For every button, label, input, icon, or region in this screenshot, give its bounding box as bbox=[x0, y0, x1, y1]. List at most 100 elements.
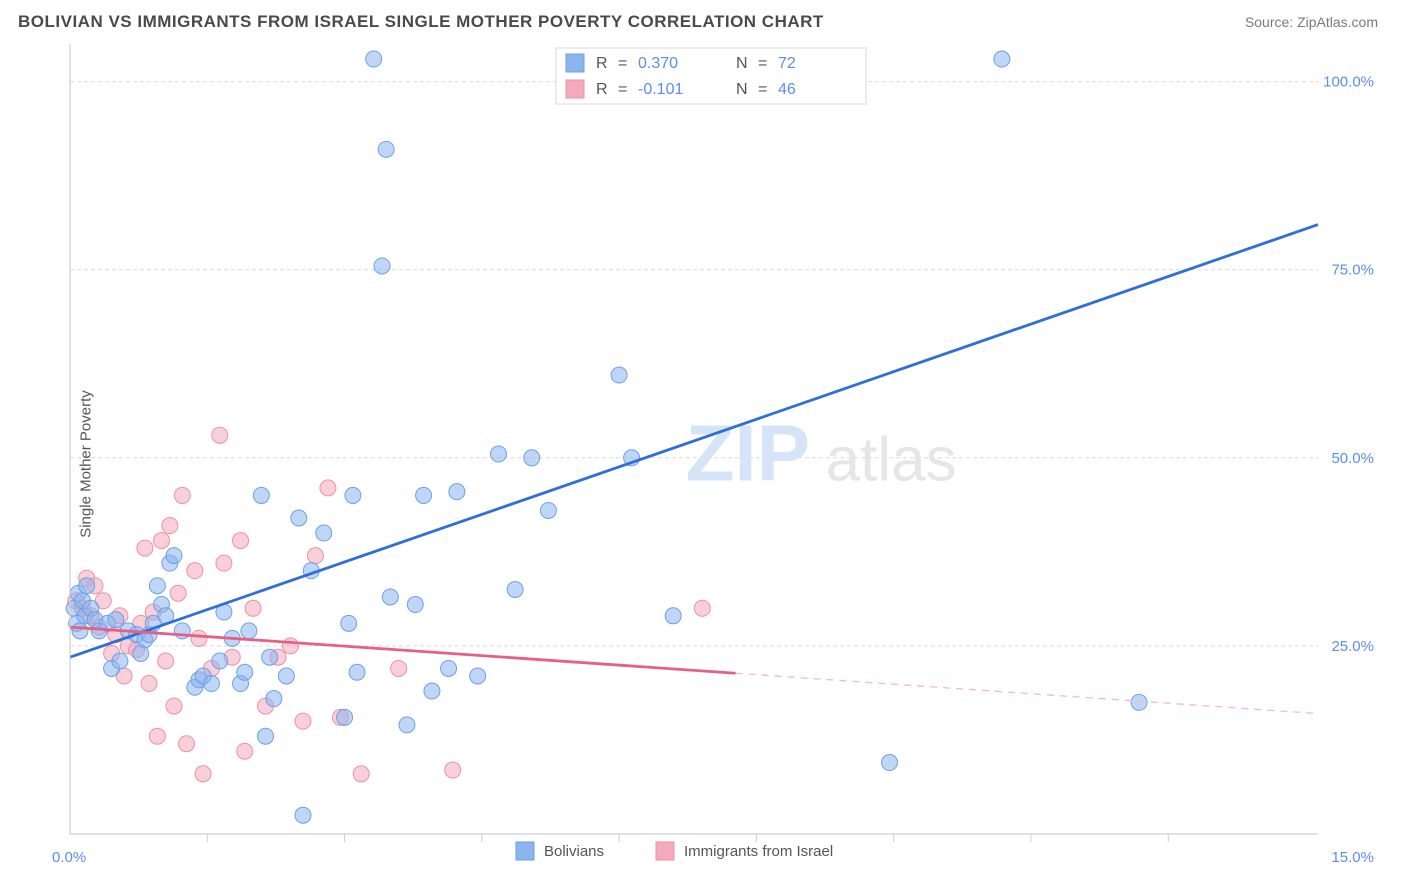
stats-eq: = bbox=[618, 81, 627, 98]
data-point bbox=[212, 427, 228, 443]
data-point bbox=[295, 807, 311, 823]
data-point bbox=[307, 548, 323, 564]
legend-label-israel: Immigrants from Israel bbox=[684, 843, 833, 860]
data-point bbox=[295, 713, 311, 729]
data-point bbox=[154, 533, 170, 549]
stats-r-value: 0.370 bbox=[638, 55, 678, 72]
data-point bbox=[233, 533, 249, 549]
data-point bbox=[258, 728, 274, 744]
correlation-scatter-chart: 25.0%50.0%75.0%100.0%ZIPatlas0.0%15.0%R=… bbox=[16, 44, 1390, 884]
data-point bbox=[253, 487, 269, 503]
data-point bbox=[490, 446, 506, 462]
stats-n-label: N bbox=[736, 55, 748, 72]
data-point bbox=[540, 502, 556, 518]
y-tick-label: 100.0% bbox=[1323, 74, 1374, 91]
data-point bbox=[694, 600, 710, 616]
trend-line-israel-extrapolated bbox=[736, 673, 1318, 713]
y-tick-label: 50.0% bbox=[1331, 450, 1374, 467]
x-tick-label: 15.0% bbox=[1331, 849, 1374, 866]
data-point bbox=[611, 367, 627, 383]
data-point bbox=[174, 487, 190, 503]
source-label: Source: bbox=[1245, 14, 1297, 30]
data-point bbox=[524, 450, 540, 466]
data-point bbox=[337, 709, 353, 725]
data-point bbox=[316, 525, 332, 541]
data-point bbox=[237, 743, 253, 759]
data-point bbox=[245, 600, 261, 616]
data-point bbox=[166, 698, 182, 714]
legend-swatch bbox=[566, 54, 584, 72]
stats-eq: = bbox=[618, 55, 627, 72]
legend-swatch bbox=[516, 842, 534, 860]
data-point bbox=[237, 664, 253, 680]
stats-n-value: 46 bbox=[778, 81, 796, 98]
data-point bbox=[391, 660, 407, 676]
data-point bbox=[882, 755, 898, 771]
data-point bbox=[108, 612, 124, 628]
data-point bbox=[665, 608, 681, 624]
data-point bbox=[195, 766, 211, 782]
data-point bbox=[187, 563, 203, 579]
data-point bbox=[345, 487, 361, 503]
watermark: atlas bbox=[826, 425, 957, 494]
data-point bbox=[349, 664, 365, 680]
data-point bbox=[366, 51, 382, 67]
y-tick-label: 75.0% bbox=[1331, 262, 1374, 279]
data-point bbox=[112, 653, 128, 669]
data-point bbox=[203, 676, 219, 692]
data-point bbox=[162, 518, 178, 534]
data-point bbox=[1131, 694, 1147, 710]
data-point bbox=[320, 480, 336, 496]
data-point bbox=[449, 484, 465, 500]
stats-eq: = bbox=[758, 55, 767, 72]
data-point bbox=[266, 691, 282, 707]
chart-container: Single Mother Poverty 25.0% 50.0% 75.0% 100… bbox=[16, 44, 1390, 884]
data-point bbox=[341, 615, 357, 631]
data-point bbox=[191, 630, 207, 646]
data-point bbox=[282, 638, 298, 654]
data-point bbox=[416, 487, 432, 503]
data-point bbox=[374, 258, 390, 274]
source-attribution: Source: ZipAtlas.com bbox=[1245, 14, 1378, 30]
data-point bbox=[170, 585, 186, 601]
data-point bbox=[158, 653, 174, 669]
legend-label-bolivians: Bolivians bbox=[544, 843, 604, 860]
data-point bbox=[994, 51, 1010, 67]
data-point bbox=[72, 623, 88, 639]
data-point bbox=[278, 668, 294, 684]
y-tick-label: 25.0% bbox=[1331, 638, 1374, 655]
data-point bbox=[216, 555, 232, 571]
legend-swatch bbox=[656, 842, 674, 860]
data-point bbox=[262, 649, 278, 665]
data-point bbox=[382, 589, 398, 605]
data-point bbox=[399, 717, 415, 733]
y-axis-label: Single Mother Poverty bbox=[77, 390, 94, 538]
data-point bbox=[291, 510, 307, 526]
data-point bbox=[178, 736, 194, 752]
legend-swatch bbox=[566, 80, 584, 98]
data-point bbox=[424, 683, 440, 699]
x-tick-label: 0.0% bbox=[52, 849, 86, 866]
page-title: BOLIVIAN VS IMMIGRANTS FROM ISRAEL SINGL… bbox=[18, 12, 824, 32]
stats-r-label: R bbox=[596, 55, 608, 72]
data-point bbox=[378, 141, 394, 157]
stats-eq: = bbox=[758, 81, 767, 98]
stats-r-label: R bbox=[596, 81, 608, 98]
data-point bbox=[470, 668, 486, 684]
data-point bbox=[141, 676, 157, 692]
source-link[interactable]: ZipAtlas.com bbox=[1297, 14, 1378, 30]
stats-n-value: 72 bbox=[778, 55, 796, 72]
stats-r-value: -0.101 bbox=[638, 81, 683, 98]
data-point bbox=[212, 653, 228, 669]
data-point bbox=[149, 578, 165, 594]
data-point bbox=[241, 623, 257, 639]
data-point bbox=[166, 548, 182, 564]
data-point bbox=[353, 766, 369, 782]
data-point bbox=[79, 578, 95, 594]
data-point bbox=[507, 581, 523, 597]
stats-n-label: N bbox=[736, 81, 748, 98]
data-point bbox=[445, 762, 461, 778]
trend-line-bolivians bbox=[70, 225, 1318, 658]
data-point bbox=[137, 540, 153, 556]
data-point bbox=[407, 597, 423, 613]
